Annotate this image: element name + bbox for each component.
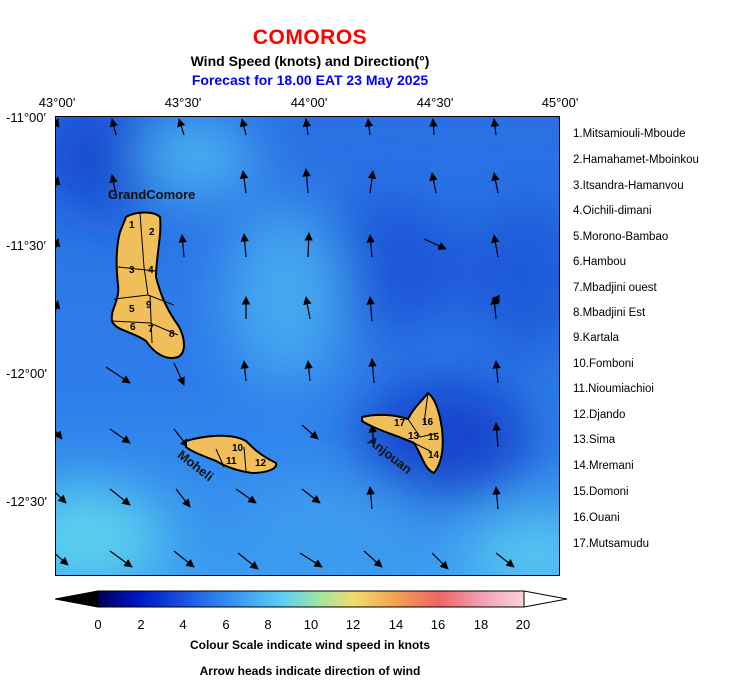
- district-legend-item: 2.Hamahamet-Mboinkou: [573, 154, 699, 166]
- district-number: 10: [232, 443, 244, 454]
- colour-scale-tick: 8: [264, 617, 272, 632]
- district-number: 13: [408, 431, 420, 442]
- lat-label-11-00: -11°00': [6, 110, 46, 125]
- colour-scale-tick: 2: [137, 617, 145, 632]
- district-number: 5: [129, 304, 135, 315]
- district-number: 16: [422, 417, 434, 428]
- wind-map: GrandComore Moheli Anjouan 1 2 3 4 5 6 7…: [55, 116, 560, 576]
- colour-scale-tick: 20: [515, 617, 531, 632]
- district-legend-item: 8.Mbadjini Est: [573, 307, 646, 319]
- anjouan-island: [361, 391, 444, 475]
- district-number: 17: [394, 418, 406, 429]
- lon-label-43-00: 43°00': [38, 95, 76, 110]
- district-legend-item: 12.Djando: [573, 409, 626, 421]
- district-legend-item: 6.Hambou: [573, 256, 627, 268]
- district-number: 3: [129, 265, 135, 276]
- colour-scale-tick: 12: [345, 617, 361, 632]
- district-legend-item: 7.Mbadjini ouest: [573, 282, 657, 294]
- district-number: 11: [226, 456, 237, 467]
- colour-scale-tick: 4: [179, 617, 187, 632]
- colour-scale-tick: 18: [473, 617, 489, 632]
- wind-map-svg: [56, 117, 559, 575]
- district-number: 15: [428, 432, 440, 443]
- grandcomore-label: GrandComore: [108, 187, 196, 202]
- district-number: 14: [428, 450, 440, 461]
- district-legend-item: 13.Sima: [573, 434, 616, 446]
- lat-label-12-00: -12°00': [6, 366, 47, 381]
- district-number: 12: [255, 458, 267, 469]
- arrow-caption: Arrow heads indicate direction of wind: [199, 664, 421, 678]
- wind-arrows: [56, 118, 515, 570]
- district-legend-item: 4.Oichili-dimani: [573, 205, 652, 217]
- colour-scale-tick: 6: [222, 617, 230, 632]
- lon-label-43-30: 43°30': [164, 95, 202, 110]
- colour-scale-tick: 14: [388, 617, 404, 632]
- district-legend-item: 11.Nioumiachioi: [573, 383, 654, 395]
- district-number: 9: [146, 300, 152, 311]
- lon-label-45-00: 45°00': [541, 95, 579, 110]
- district-legend-item: 9.Kartala: [573, 332, 620, 344]
- lat-label-12-30: -12°30': [6, 494, 47, 509]
- district-legend-item: 16.Ouani: [573, 512, 620, 524]
- colour-scale-tick: 16: [430, 617, 446, 632]
- district-legend-item: 15.Domoni: [573, 486, 629, 498]
- map-title: COMOROS: [252, 26, 368, 49]
- lon-label-44-00: 44°00': [290, 95, 328, 110]
- wind-speed-field: [56, 117, 559, 575]
- moheli-island: [185, 434, 278, 475]
- forecast-time: Forecast for 18.00 EAT 23 May 2025: [191, 72, 429, 88]
- lat-label-11-30: -11°30': [6, 238, 46, 253]
- map-subtitle: Wind Speed (knots) and Direction(°): [190, 53, 430, 69]
- district-legend-item: 17.Mutsamudu: [573, 538, 650, 550]
- lon-label-44-30: 44°30': [416, 95, 454, 110]
- district-number: 7: [148, 324, 154, 335]
- colour-scale-tick: 10: [303, 617, 319, 632]
- colour-scale-bar: [55, 590, 568, 608]
- colour-scale-tick: 0: [94, 617, 102, 632]
- district-legend-item: 14.Mremani: [573, 460, 634, 472]
- district-legend-item: 1.Mitsamiouli-Mboude: [573, 128, 686, 140]
- colour-scale-caption: Colour Scale indicate wind speed in knot…: [189, 638, 431, 652]
- district-legend-item: 10.Fomboni: [573, 358, 634, 370]
- district-number: 6: [130, 322, 136, 333]
- district-legend-item: 3.Itsandra-Hamanvou: [573, 180, 684, 192]
- district-legend-item: 5.Morono-Bambao: [573, 231, 669, 243]
- district-number: 8: [169, 329, 175, 340]
- grandcomore-island: [110, 211, 185, 359]
- district-number: 4: [148, 265, 154, 276]
- district-number: 2: [149, 227, 155, 238]
- district-number: 1: [129, 220, 135, 231]
